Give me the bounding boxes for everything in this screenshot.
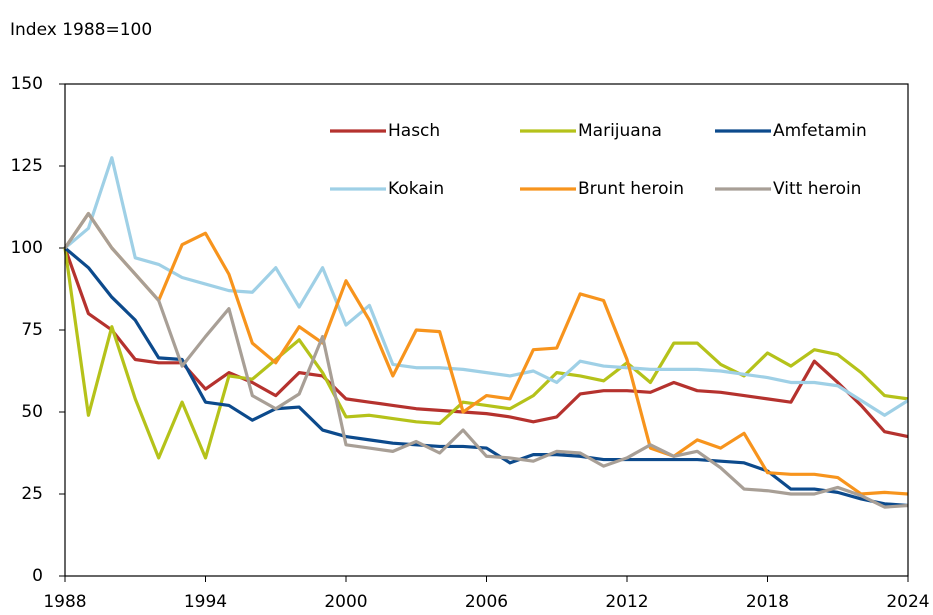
x-tick-label: 2006	[465, 592, 508, 612]
y-tick-label: 50	[21, 402, 43, 422]
x-tick-label: 2024	[886, 592, 929, 612]
series-line	[63, 156, 909, 417]
legend-label: Hasch	[388, 121, 440, 141]
legend-label: Vitt heroin	[773, 179, 861, 199]
y-tick-label: 25	[21, 484, 43, 504]
series-line	[63, 246, 909, 508]
series-line	[63, 247, 909, 439]
legend-label: Kokain	[388, 179, 444, 199]
y-tick-label: 125	[11, 156, 43, 176]
legend-label: Marijuana	[578, 121, 662, 141]
x-tick-label: 1994	[184, 592, 227, 612]
x-tick-label: 1988	[43, 592, 86, 612]
series-line	[63, 211, 909, 496]
series-line	[63, 247, 909, 460]
y-axis-label: Index 1988=100	[10, 20, 152, 40]
y-tick-label: 0	[32, 566, 43, 586]
y-tick-label: 100	[11, 238, 43, 258]
x-tick-label: 2018	[746, 592, 789, 612]
x-tick-label: 2000	[324, 592, 367, 612]
y-tick-label: 150	[11, 74, 43, 94]
series-line	[63, 211, 909, 509]
legend-label: Brunt heroin	[578, 179, 684, 199]
plot-frame	[64, 83, 909, 577]
x-tick-label: 2012	[605, 592, 648, 612]
y-tick-label: 75	[21, 320, 43, 340]
legend-label: Amfetamin	[773, 121, 867, 141]
